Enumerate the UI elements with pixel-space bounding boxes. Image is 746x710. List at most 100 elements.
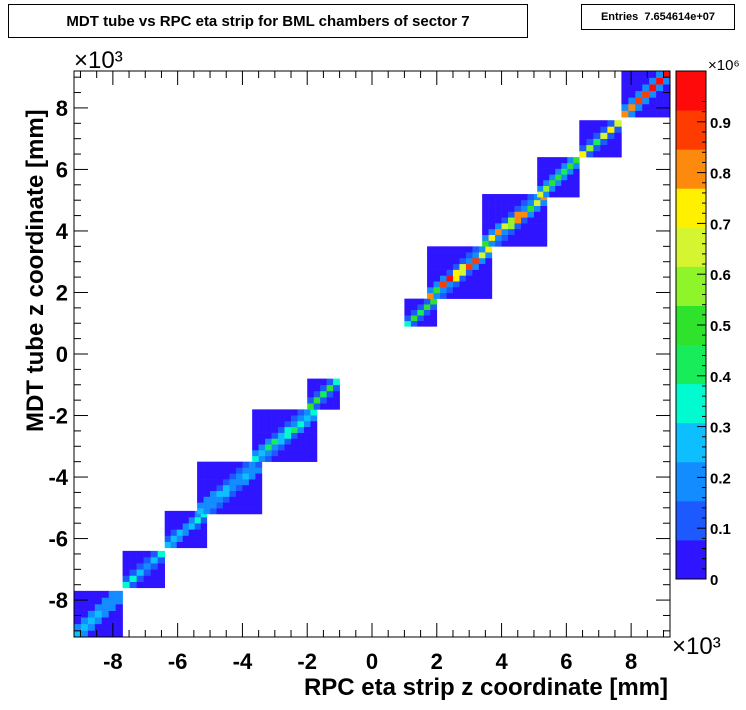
heatmap-cell <box>252 450 259 457</box>
y-axis-label: MDT tube z coordinate [mm] <box>22 109 49 432</box>
heatmap-cell <box>235 484 243 492</box>
heatmap-cell <box>465 269 473 276</box>
heatmap-cell <box>501 228 509 236</box>
heatmap-cell <box>533 223 541 230</box>
heatmap-cell <box>495 223 502 230</box>
heatmap-cell <box>170 529 178 536</box>
heatmap-cell <box>635 84 643 92</box>
heatmap-cell <box>258 432 266 439</box>
heatmap-cell <box>514 211 522 218</box>
heatmap-cell <box>430 320 438 327</box>
heatmap-cell <box>258 420 266 428</box>
heatmap-cell <box>607 120 615 127</box>
heatmap-cell <box>446 275 454 282</box>
heatmap-cell <box>508 223 515 230</box>
heatmap-cell <box>284 432 292 439</box>
heatmap-cell <box>297 415 305 422</box>
heatmap-cell <box>333 378 340 386</box>
heatmap-cell <box>320 390 327 398</box>
heatmap-cell <box>80 590 89 598</box>
heatmap-cell <box>255 479 263 486</box>
heatmap-cell <box>446 287 454 294</box>
heatmap-cell <box>537 191 544 198</box>
heatmap-cell <box>115 590 123 598</box>
heatmap-cell <box>485 287 493 294</box>
heatmap-cell <box>101 590 109 598</box>
heatmap-cell <box>157 569 165 576</box>
heatmap-cell <box>203 484 211 492</box>
heatmap-cell <box>427 275 434 282</box>
y-tick-label: 0 <box>56 342 68 367</box>
heatmap-cell <box>417 298 425 305</box>
heatmap-cell <box>508 211 515 218</box>
heatmap-cell <box>561 191 568 198</box>
heatmap-cell <box>223 479 230 486</box>
heatmap-cell <box>472 257 480 265</box>
heatmap-cell <box>229 508 237 515</box>
heatmap-cell <box>297 426 305 433</box>
heatmap-cell <box>150 563 158 570</box>
heatmap-cell <box>235 467 243 474</box>
heatmap-cell <box>472 275 480 282</box>
heatmap-cell <box>271 409 279 416</box>
chamber-block <box>307 378 340 410</box>
heatmap-cell <box>216 479 224 486</box>
palette-tick-label: 0.4 <box>710 369 732 386</box>
heatmap-cell <box>485 281 493 288</box>
heatmap-cell <box>182 517 190 524</box>
heatmap-cell <box>478 263 486 270</box>
heatmap-cell <box>501 194 509 201</box>
heatmap-cell <box>242 502 250 509</box>
heatmap-cell <box>303 415 311 422</box>
heatmap-cell <box>310 415 318 422</box>
heatmap-cell <box>170 535 178 542</box>
heatmap-cell <box>255 484 263 492</box>
heatmap-cell <box>223 461 230 468</box>
heatmap-cell <box>663 110 671 118</box>
heatmap-cell <box>284 426 292 433</box>
heatmap-cell <box>303 450 311 457</box>
heatmap-cell <box>614 120 622 127</box>
palette-swatch <box>676 149 706 189</box>
heatmap-cell <box>194 523 202 530</box>
heatmap-cell <box>472 263 480 270</box>
heatmap-cell <box>465 246 473 253</box>
heatmap-cell <box>573 174 580 181</box>
heatmap-cell <box>465 252 473 259</box>
heatmap-cell <box>129 581 137 589</box>
heatmap-cell <box>527 228 535 236</box>
heatmap-cell <box>122 581 130 589</box>
heatmap-cell <box>635 110 643 118</box>
heatmap-cell <box>482 228 489 236</box>
heatmap-cell <box>472 252 480 259</box>
heatmap-cell <box>628 71 636 78</box>
heatmap-cell <box>567 179 574 186</box>
heatmap-cell <box>307 384 314 392</box>
heatmap-cell <box>459 246 467 253</box>
heatmap-cell <box>129 569 137 576</box>
heatmap-cell <box>223 508 230 515</box>
heatmap-cell <box>278 455 285 462</box>
heatmap-cell <box>508 228 515 236</box>
chamber-block <box>427 246 493 299</box>
heatmap-cell <box>635 90 643 98</box>
heatmap-cell <box>663 71 671 78</box>
heatmap-cell <box>600 138 608 146</box>
heatmap-cell <box>242 496 250 503</box>
chamber-block <box>537 157 580 198</box>
heatmap-cell <box>252 415 259 422</box>
heatmap-cell <box>555 174 562 181</box>
heatmap-cell <box>459 252 467 259</box>
heatmap-cell <box>600 126 608 133</box>
heatmap-cell <box>642 103 650 111</box>
heatmap-cell <box>176 523 184 530</box>
heatmap-cell <box>555 168 562 175</box>
heatmap-cell <box>440 269 447 276</box>
heatmap-cell <box>157 581 165 589</box>
heatmap-cell <box>561 179 568 186</box>
heatmap-cell <box>80 597 89 605</box>
heatmap-cell <box>540 211 548 218</box>
heatmap-cell <box>642 77 650 85</box>
palette-tick-label: 0.1 <box>710 521 731 538</box>
heatmap-cell <box>478 252 486 259</box>
